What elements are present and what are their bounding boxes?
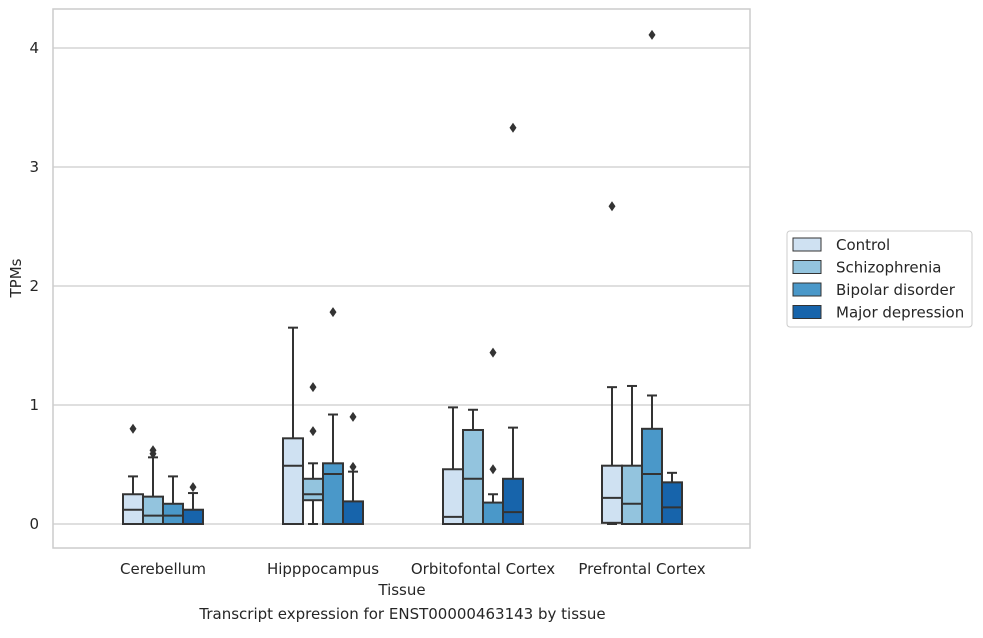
outlier-point <box>608 201 616 212</box>
box-1-3 <box>342 470 364 526</box>
outlier-point <box>349 411 357 422</box>
box-1-1 <box>302 462 324 525</box>
y-tick-label-1: 1 <box>29 396 39 414</box>
y-tick-label-2: 2 <box>29 277 39 295</box>
legend-item-4: Major depression <box>792 304 964 322</box>
outlier-point <box>149 445 157 456</box>
y-tick-labels: 0 1 2 3 4 <box>29 39 39 533</box>
x-tick-label-3: Orbitofontal Cortex <box>411 560 555 578</box>
box-body <box>601 464 623 524</box>
legend-item-2: Schizophrenia <box>792 259 941 277</box>
outlier-point <box>489 347 497 358</box>
y-tick-label-4: 4 <box>29 39 39 57</box>
legend-label: Control <box>836 236 890 254</box>
legend-item-1: Control <box>792 236 890 254</box>
outlier-point <box>648 29 656 40</box>
outlier-point <box>309 426 317 437</box>
legend: Control Schizophrenia Bipolar disorder Majo… <box>786 230 973 328</box>
box-body <box>661 481 683 526</box>
legend-label: Major depression <box>836 304 964 322</box>
outlier-point <box>189 482 197 493</box>
box-2-2 <box>482 493 504 525</box>
box-body <box>502 477 524 525</box>
x-tick-label-4: Prefrontal Cortex <box>578 560 705 578</box>
x-tick-labels: Cerebellum Hipppocampus Orbitofontal Corte… <box>120 560 706 578</box>
box-body <box>482 501 504 525</box>
y-tick-label-0: 0 <box>29 515 39 533</box>
legend-swatch <box>792 237 822 252</box>
box-1-2 <box>322 413 344 525</box>
outliers <box>129 29 656 493</box>
legend-label: Schizophrenia <box>836 259 941 277</box>
outlier-point <box>329 307 337 318</box>
outlier-point <box>129 423 137 434</box>
box-body <box>621 464 643 526</box>
outlier-point <box>509 122 517 133</box>
plot-area <box>53 9 750 548</box>
legend-frame <box>786 230 973 328</box>
box-3-3 <box>661 471 683 526</box>
legend-swatch <box>792 305 822 319</box>
box-body <box>302 477 324 502</box>
legend-item-3: Bipolar disorder <box>792 281 956 299</box>
box-0-1 <box>142 456 164 526</box>
y-tick-label-3: 3 <box>29 158 39 176</box>
box-body <box>142 495 164 526</box>
box-2-1 <box>462 408 484 525</box>
box-body <box>342 500 364 526</box>
box-body <box>182 508 204 526</box>
box-body <box>641 427 663 525</box>
figure-caption: Transcript expression for ENST0000046314… <box>199 605 606 623</box>
box-body <box>282 437 304 526</box>
outlier-point <box>309 382 317 393</box>
x-tick-label-1: Cerebellum <box>120 560 206 578</box>
box-2-3 <box>502 426 524 525</box>
box-body <box>322 462 344 525</box>
boxes <box>122 326 683 526</box>
box-3-0 <box>601 386 623 525</box>
x-tick-label-2: Hipppocampus <box>267 560 379 578</box>
x-axis-label: Tissue <box>377 581 425 599</box>
plot-frame <box>52 8 751 549</box>
box-0-0 <box>122 475 144 525</box>
outlier-point <box>489 464 497 475</box>
outlier-point <box>349 461 357 472</box>
box-0-3 <box>182 492 204 526</box>
legend-items: Control Schizophrenia Bipolar disorder Majo… <box>792 236 964 322</box>
legend-swatch <box>792 282 822 297</box>
box-body <box>442 468 464 526</box>
box-body <box>162 502 184 525</box>
legend-swatch <box>792 260 822 274</box>
legend-label: Bipolar disorder <box>836 281 956 299</box>
box-3-2 <box>641 394 663 525</box>
box-body <box>462 428 484 525</box>
y-axis-label: TPMs <box>7 258 25 298</box>
